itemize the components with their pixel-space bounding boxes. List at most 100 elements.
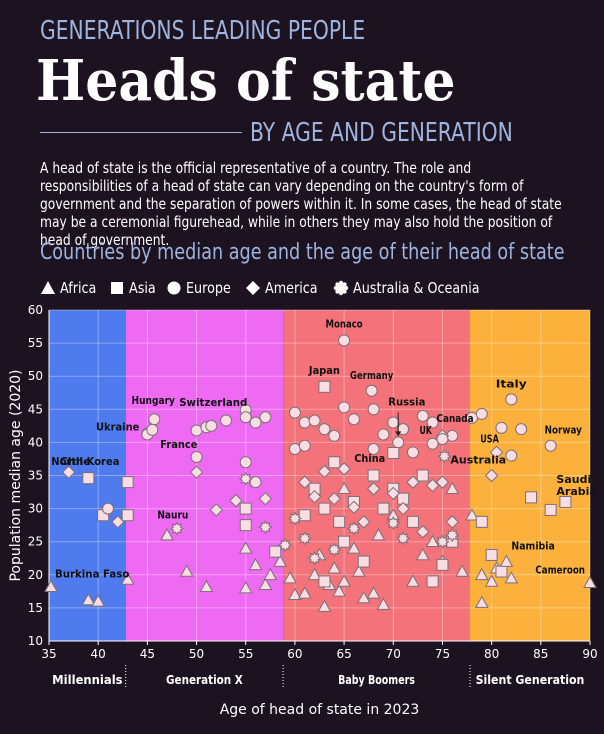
triangle-icon bbox=[41, 281, 55, 294]
data-point bbox=[248, 557, 263, 571]
data-point bbox=[436, 558, 449, 571]
data-point bbox=[425, 534, 440, 547]
data-point bbox=[357, 555, 370, 568]
data-point bbox=[338, 401, 351, 414]
legend-label: Australia & Oceania bbox=[352, 279, 480, 297]
data-point bbox=[307, 489, 322, 504]
legend-item-africa: Africa bbox=[40, 279, 103, 297]
data-point bbox=[121, 509, 134, 522]
y-tick-label: 15 bbox=[28, 601, 43, 615]
country-label: Chile bbox=[60, 455, 91, 468]
data-point bbox=[376, 597, 391, 610]
x-tick-label: 75 bbox=[435, 647, 450, 661]
data-point bbox=[239, 519, 252, 532]
data-point bbox=[351, 564, 366, 577]
x-tick-label: 50 bbox=[189, 647, 204, 661]
country-label: USA bbox=[480, 432, 499, 445]
data-point bbox=[465, 508, 479, 521]
data-point bbox=[288, 406, 301, 419]
legend-item-europe: Europe bbox=[166, 279, 239, 297]
legend-label: Europe bbox=[186, 279, 232, 297]
labeled-data-point bbox=[146, 423, 159, 436]
labeled-data-point bbox=[61, 465, 76, 479]
data-point bbox=[346, 521, 361, 536]
labeled-data-point bbox=[205, 419, 218, 432]
data-point bbox=[425, 478, 440, 493]
country-label: Canada bbox=[436, 412, 473, 425]
generation-label: Baby Boomers bbox=[338, 673, 415, 687]
data-point bbox=[328, 456, 341, 469]
data-point bbox=[474, 567, 489, 581]
x-tick-label: 80 bbox=[484, 647, 499, 661]
data-point bbox=[190, 450, 203, 463]
data-point bbox=[504, 571, 519, 584]
data-point bbox=[239, 502, 252, 515]
y-tick-label: 40 bbox=[28, 435, 43, 449]
subtitle: BY AGE AND GENERATION bbox=[250, 118, 513, 148]
data-point bbox=[396, 501, 410, 516]
legend-label: America bbox=[264, 279, 318, 297]
data-point bbox=[366, 586, 381, 599]
data-point bbox=[445, 528, 460, 543]
data-point bbox=[387, 416, 400, 429]
data-point bbox=[238, 471, 253, 486]
labeled-data-point bbox=[169, 521, 184, 536]
data-point bbox=[220, 414, 233, 427]
data-point bbox=[366, 482, 381, 496]
data-point bbox=[475, 515, 488, 528]
legend: Africa Asia Europe America Australia & O… bbox=[40, 279, 508, 297]
data-point bbox=[278, 538, 293, 553]
y-tick-label: 55 bbox=[28, 336, 43, 350]
data-point bbox=[356, 590, 371, 604]
country-label: Switzerland bbox=[179, 396, 247, 409]
y-tick-label: 35 bbox=[28, 469, 43, 483]
data-point bbox=[367, 469, 380, 482]
labeled-data-point bbox=[148, 413, 161, 426]
data-point bbox=[484, 574, 499, 587]
data-point bbox=[307, 551, 322, 566]
data-point bbox=[297, 531, 312, 546]
data-point bbox=[160, 528, 174, 541]
x-tick-label: 60 bbox=[287, 647, 302, 661]
data-point bbox=[485, 548, 498, 561]
y-tick-label: 20 bbox=[28, 568, 43, 582]
data-point bbox=[239, 411, 252, 424]
data-point bbox=[524, 491, 537, 504]
title-divider bbox=[40, 132, 242, 133]
x-tick-label: 70 bbox=[386, 647, 401, 661]
labeled-data-point bbox=[318, 380, 331, 393]
data-point bbox=[111, 515, 125, 529]
country-label: Monaco bbox=[325, 317, 363, 330]
legend-label: Asia bbox=[128, 279, 156, 297]
data-point bbox=[371, 528, 386, 541]
data-point bbox=[298, 439, 311, 452]
data-point bbox=[337, 574, 351, 587]
labeled-data-point bbox=[437, 449, 452, 464]
data-point bbox=[91, 594, 106, 607]
burst-icon bbox=[333, 280, 349, 296]
labeled-data-point bbox=[559, 495, 572, 508]
y-tick-label: 45 bbox=[28, 402, 43, 416]
scatter-chart: 10 15 20 25 30 35 40 45 50 55 60 35 40 45 50 55 60 65 70 75… bbox=[8, 303, 598, 718]
data-point bbox=[238, 541, 253, 554]
data-point bbox=[258, 577, 273, 591]
x-tick-label: 55 bbox=[238, 647, 253, 661]
data-point bbox=[318, 575, 331, 588]
square-icon bbox=[110, 282, 123, 294]
data-point bbox=[318, 502, 331, 515]
data-point bbox=[328, 429, 341, 442]
country-label: Germany bbox=[350, 369, 393, 382]
data-point bbox=[377, 428, 390, 441]
country-label: Cameroon bbox=[535, 564, 585, 577]
data-point bbox=[327, 561, 342, 574]
data-point bbox=[333, 515, 346, 528]
data-point bbox=[377, 502, 390, 515]
legend-item-asia: Asia bbox=[109, 279, 160, 297]
labeled-data-point bbox=[44, 579, 58, 593]
labeled-data-point bbox=[436, 433, 449, 446]
data-point bbox=[81, 592, 96, 606]
data-point bbox=[416, 409, 429, 422]
data-point bbox=[120, 572, 135, 585]
country-label: Australia bbox=[450, 453, 506, 466]
y-tick-label: 60 bbox=[28, 303, 43, 317]
